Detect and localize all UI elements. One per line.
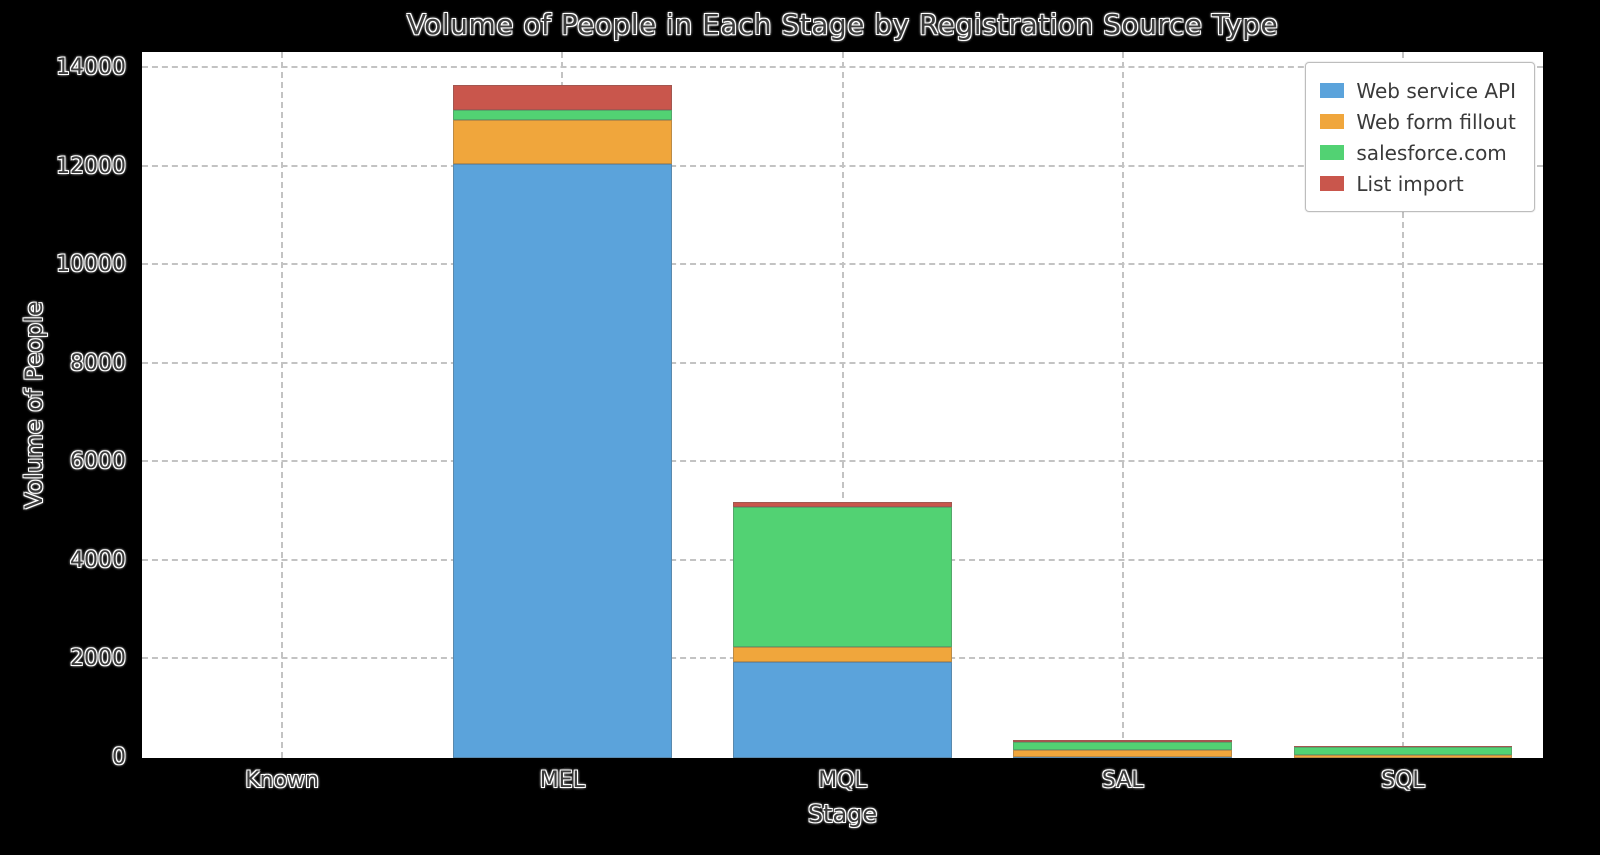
gridline-x-mql [841, 52, 844, 758]
gridline-x-sal [1121, 52, 1124, 758]
x-tick-mark-mel [560, 760, 564, 768]
y-tick-label-6000: 6000 [70, 449, 126, 475]
bar-segment-sql-salesforce-com [1293, 746, 1513, 756]
bar-segment-mel-list-import [453, 85, 672, 110]
y-tick-label-0: 0 [112, 745, 126, 770]
bar-segment-sal-web-service-api [1013, 757, 1232, 758]
legend-swatch-list-import [1320, 176, 1345, 191]
chart-title: Volume of People in Each Stage by Regist… [406, 8, 1279, 41]
legend: Web service API Web form fillout salesforc… [1305, 62, 1535, 212]
legend-item-salesforce-com: salesforce.com [1320, 137, 1516, 168]
y-tick-label-2000: 2000 [70, 646, 126, 672]
legend-swatch-web-form-fillout [1320, 114, 1345, 129]
bar-segment-sal-list-import [1013, 740, 1232, 742]
y-tick-mark-14000 [130, 66, 139, 70]
legend-label-web-form-fillout: Web form fillout [1356, 109, 1516, 134]
bar-segment-sql-web-form-fillout [1293, 755, 1513, 758]
legend-item-web-form-fillout: Web form fillout [1320, 106, 1516, 137]
bar-segment-mel-salesforce-com [453, 109, 672, 120]
legend-label-salesforce-com: salesforce.com [1356, 140, 1507, 165]
legend-label-list-import: List import [1356, 171, 1464, 196]
x-axis-label: Stage [807, 800, 878, 828]
legend-item-web-service-api: Web service API [1320, 75, 1516, 106]
x-tick-mark-known [280, 760, 284, 768]
legend-swatch-salesforce-com [1320, 145, 1345, 160]
x-tick-label-sql: SQL [1381, 768, 1425, 793]
legend-item-list-import: List import [1320, 168, 1516, 199]
bars-layer [142, 52, 1543, 758]
plot-area: Web service API Web form fillout salesforc… [140, 50, 1545, 760]
bar-segment-mql-web-service-api [733, 661, 952, 758]
y-tick-label-12000: 12000 [56, 153, 126, 179]
bar-segment-mql-salesforce-com [733, 506, 952, 648]
y-tick-label-8000: 8000 [70, 350, 126, 376]
gridline-x-known [281, 52, 284, 758]
y-tick-mark-12000 [130, 165, 139, 169]
y-tick-label-14000: 14000 [56, 55, 126, 80]
x-tick-mark-sal [1121, 760, 1125, 768]
y-tick-mark-4000 [130, 559, 139, 563]
x-tick-label-sal: SAL [1101, 768, 1144, 793]
legend-label-web-service-api: Web service API [1356, 78, 1516, 103]
y-tick-mark-2000 [130, 657, 139, 661]
y-tick-label-4000: 4000 [70, 547, 126, 573]
y-tick-label-10000: 10000 [56, 252, 126, 278]
gridline-x-sql [1401, 52, 1404, 758]
bar-segment-mql-list-import [733, 501, 952, 507]
y-tick-mark-10000 [130, 263, 139, 267]
legend-swatch-web-service-api [1320, 83, 1345, 98]
bar-segment-mel-web-form-fillout [453, 119, 672, 165]
y-tick-mark-0 [130, 756, 139, 760]
bar-segment-mel-web-service-api [453, 164, 672, 758]
bar-segment-mql-web-form-fillout [733, 647, 952, 662]
x-tick-label-mel: MEL [539, 768, 585, 793]
bar-segment-sql-list-import [1293, 745, 1513, 747]
bar-segment-sal-salesforce-com [1013, 741, 1232, 751]
legend-items: Web service API Web form fillout salesforc… [1320, 75, 1516, 199]
y-tick-mark-6000 [130, 460, 139, 464]
x-tick-label-known: Known [245, 768, 319, 793]
bar-segment-sal-web-form-fillout [1013, 750, 1232, 758]
x-tick-mark-sql [1401, 760, 1405, 768]
x-tick-mark-mql [841, 760, 844, 768]
y-axis-label: Volume of People [20, 301, 48, 509]
x-tick-label-mql: MQL [818, 768, 867, 793]
y-tick-mark-8000 [130, 362, 139, 366]
